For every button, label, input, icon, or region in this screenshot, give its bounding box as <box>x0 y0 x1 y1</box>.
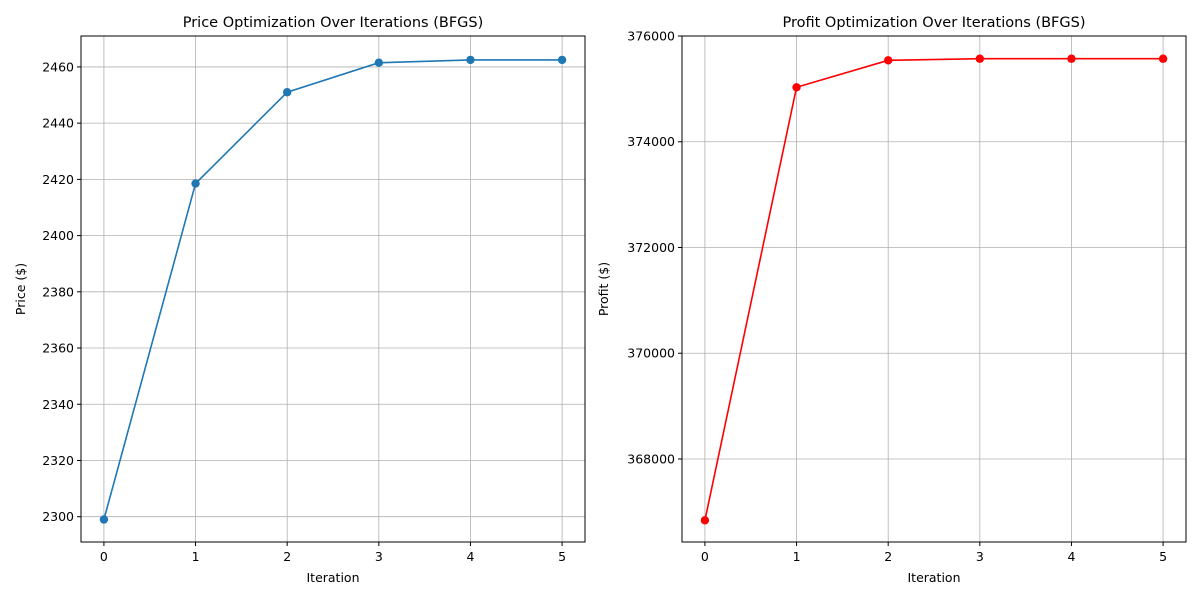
x-tick-label: 4 <box>466 549 474 564</box>
profit-chart-point <box>1158 54 1168 63</box>
y-tick-label: 2300 <box>42 509 74 524</box>
x-tick-label: 1 <box>192 549 200 564</box>
profit-chart-title: Profit Optimization Over Iterations (BFG… <box>783 15 1086 31</box>
price-chart-xlabel: Iteration <box>306 570 359 585</box>
y-tick-label: 2420 <box>42 172 74 187</box>
profit-chart-point <box>700 516 710 525</box>
y-tick-label: 2360 <box>42 341 74 356</box>
x-tick-label: 3 <box>976 549 984 564</box>
price-chart-series-line <box>103 59 563 520</box>
price-chart-point <box>191 179 200 188</box>
y-tick-label: 372000 <box>627 240 675 255</box>
profit-chart-ylabel: Profit ($) <box>596 262 611 316</box>
x-tick-label: 0 <box>701 549 709 564</box>
y-tick-label: 376000 <box>627 29 675 44</box>
price-chart-point <box>374 58 384 67</box>
profit-chart: 0 1 2 3 4 5 368000 370000 372000 374000 376000 Prof… <box>596 15 1187 585</box>
x-tick-label: 2 <box>884 549 892 564</box>
price-chart-ylabel: Price ($) <box>13 263 28 315</box>
y-tick-label: 2440 <box>42 116 74 131</box>
x-tick-label: 4 <box>1067 549 1075 564</box>
price-chart-point <box>466 55 475 65</box>
x-tick-label: 0 <box>100 549 108 564</box>
x-tick-label: 2 <box>283 549 291 564</box>
price-chart-point <box>99 515 109 524</box>
price-chart-title: Price Optimization Over Iterations (BFGS… <box>183 15 484 31</box>
price-chart-point <box>282 88 292 97</box>
profit-chart-frame <box>681 35 1187 543</box>
price-chart-frame <box>80 35 586 543</box>
y-tick-label: 370000 <box>627 346 675 361</box>
y-tick-label: 2460 <box>42 59 74 74</box>
profit-chart-point <box>1067 54 1076 63</box>
x-tick-label: 5 <box>558 549 566 564</box>
price-chart-grid <box>81 36 585 542</box>
y-tick-label: 2400 <box>42 228 74 243</box>
profit-chart-series-line <box>704 57 1164 521</box>
y-tick-label: 368000 <box>627 451 675 466</box>
profit-chart-point <box>792 83 801 92</box>
x-tick-label: 5 <box>1159 549 1167 564</box>
y-tick-label: 374000 <box>627 134 675 149</box>
y-tick-label: 2320 <box>42 453 74 468</box>
profit-chart-grid <box>682 35 1186 542</box>
price-chart-point <box>557 55 567 65</box>
y-tick-label: 2380 <box>42 284 74 299</box>
profit-chart-point <box>975 54 985 63</box>
profit-chart-xlabel: Iteration <box>907 570 960 585</box>
price-chart: 0 1 2 3 4 5 2300 2320 2340 2360 2380 2400 2420 2440 24… <box>13 15 586 585</box>
x-tick-label: 3 <box>375 549 383 564</box>
y-tick-label: 2340 <box>42 397 74 412</box>
x-tick-label: 1 <box>793 549 801 564</box>
profit-chart-point <box>883 56 893 65</box>
